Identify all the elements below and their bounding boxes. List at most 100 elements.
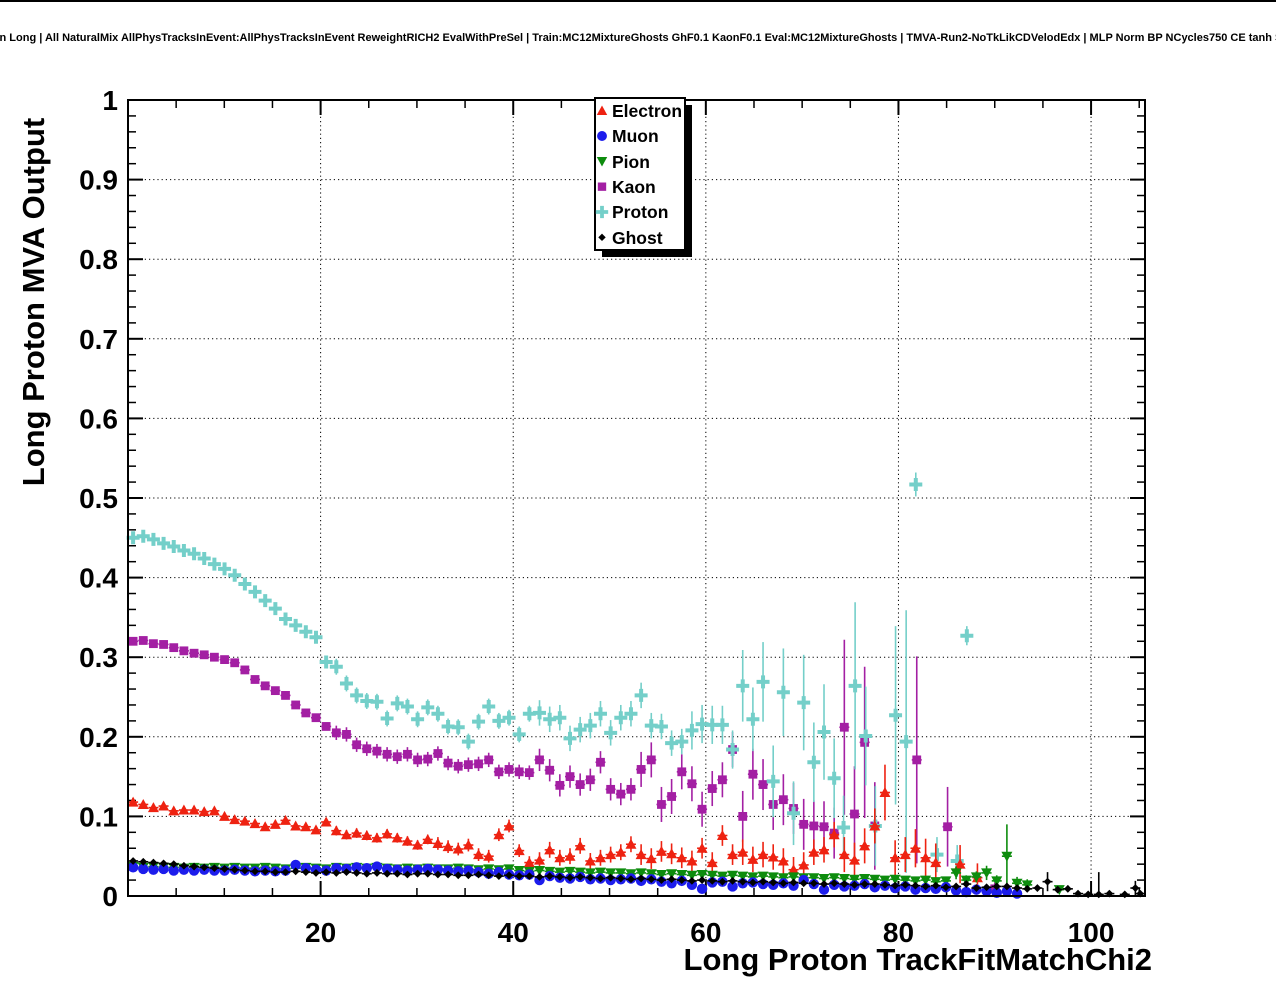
y-axis[interactable]: 0 0.1 0.2 0.3 0.4 0.5 0.6 0.7 0.8 0.9 1 xyxy=(79,85,118,912)
data-point xyxy=(901,880,910,889)
data-point xyxy=(596,874,605,883)
data-point xyxy=(554,852,566,863)
data-point xyxy=(1131,884,1140,892)
data-point xyxy=(208,805,220,816)
data-point xyxy=(950,868,962,879)
canvas-top-border xyxy=(0,0,1276,2)
data-point xyxy=(596,757,605,767)
data-point xyxy=(177,544,191,558)
data-point xyxy=(827,771,841,785)
data-point xyxy=(931,881,940,890)
data-point xyxy=(726,743,740,757)
data-point xyxy=(392,864,403,875)
x-axis-title: Long Proton TrackFitMatchChi2 xyxy=(684,942,1152,977)
data-point xyxy=(138,863,149,875)
data-point xyxy=(767,851,779,862)
data-point xyxy=(809,879,818,888)
data-point xyxy=(891,881,900,890)
data-point xyxy=(322,868,331,877)
data-point xyxy=(830,879,839,888)
data-point xyxy=(708,876,717,885)
data-point xyxy=(921,882,930,891)
data-point xyxy=(899,735,913,749)
data-point xyxy=(962,880,971,888)
data-point xyxy=(564,850,576,861)
data-point xyxy=(991,876,1003,887)
data-point xyxy=(808,873,820,884)
data-point xyxy=(575,780,585,789)
data-point xyxy=(716,830,728,841)
data-point xyxy=(576,872,585,881)
data-point xyxy=(819,822,829,832)
data-point xyxy=(442,865,454,876)
data-point xyxy=(381,828,393,839)
data-point xyxy=(127,862,139,873)
data-point xyxy=(706,857,718,868)
data-point xyxy=(351,827,363,838)
data-point xyxy=(665,736,679,750)
data-point xyxy=(180,861,188,870)
data-point xyxy=(179,646,189,656)
data-point xyxy=(188,865,200,876)
data-point xyxy=(482,700,496,714)
data-point xyxy=(718,775,727,785)
data-point xyxy=(312,869,320,877)
data-point xyxy=(291,700,301,710)
data-point xyxy=(413,869,422,878)
data-point xyxy=(627,875,635,884)
data-point xyxy=(251,867,259,876)
data-point xyxy=(207,557,221,571)
data-point xyxy=(301,868,310,877)
series-proton xyxy=(126,472,974,877)
data-point xyxy=(454,871,463,880)
data-point xyxy=(434,870,442,879)
data-point xyxy=(756,675,770,689)
y-tick-label: 0.3 xyxy=(79,642,118,673)
data-point xyxy=(586,873,595,882)
data-point xyxy=(362,869,371,878)
data-point xyxy=(646,755,656,765)
x-axis[interactable]: 20 40 60 80 100 xyxy=(305,917,1114,948)
data-point xyxy=(654,719,668,733)
data-point xyxy=(850,809,859,819)
data-point xyxy=(230,865,239,874)
data-point xyxy=(342,868,351,877)
data-point xyxy=(635,868,647,879)
data-point xyxy=(657,876,666,884)
data-point xyxy=(952,882,960,891)
legend[interactable]: Electron Muon Pion Kaon Proton Ghost xyxy=(594,97,692,257)
data-point xyxy=(259,821,271,832)
data-point xyxy=(727,881,738,892)
data-point xyxy=(502,711,516,725)
data-point xyxy=(169,860,178,869)
data-point xyxy=(910,884,921,895)
data-point xyxy=(392,752,402,762)
data-point xyxy=(525,872,534,880)
data-point xyxy=(676,870,688,881)
data-point xyxy=(746,712,760,726)
data-point xyxy=(818,873,830,884)
data-point xyxy=(473,849,485,860)
data-point xyxy=(351,862,362,873)
data-point xyxy=(799,879,808,888)
data-point xyxy=(657,800,666,809)
data-point xyxy=(1011,878,1023,889)
data-point xyxy=(564,866,576,877)
data-point xyxy=(290,859,301,871)
data-point xyxy=(727,849,739,860)
data-point xyxy=(687,779,697,789)
data-point xyxy=(940,876,952,887)
data-point xyxy=(808,846,820,857)
plot-area[interactable]: 20 40 60 80 100 0 0.1 0.2 0.3 0.4 0.5 0.6 0.7 0.8 0.9 1 xyxy=(79,85,1146,948)
data-point xyxy=(859,729,873,743)
series-electron xyxy=(127,764,983,893)
data-point xyxy=(797,696,811,710)
data-point xyxy=(462,839,474,850)
y-tick-label: 0.5 xyxy=(79,483,118,514)
data-point xyxy=(707,784,717,793)
data-point xyxy=(736,679,750,693)
data-point xyxy=(645,853,657,864)
data-point xyxy=(380,711,394,725)
data-point xyxy=(970,872,982,883)
